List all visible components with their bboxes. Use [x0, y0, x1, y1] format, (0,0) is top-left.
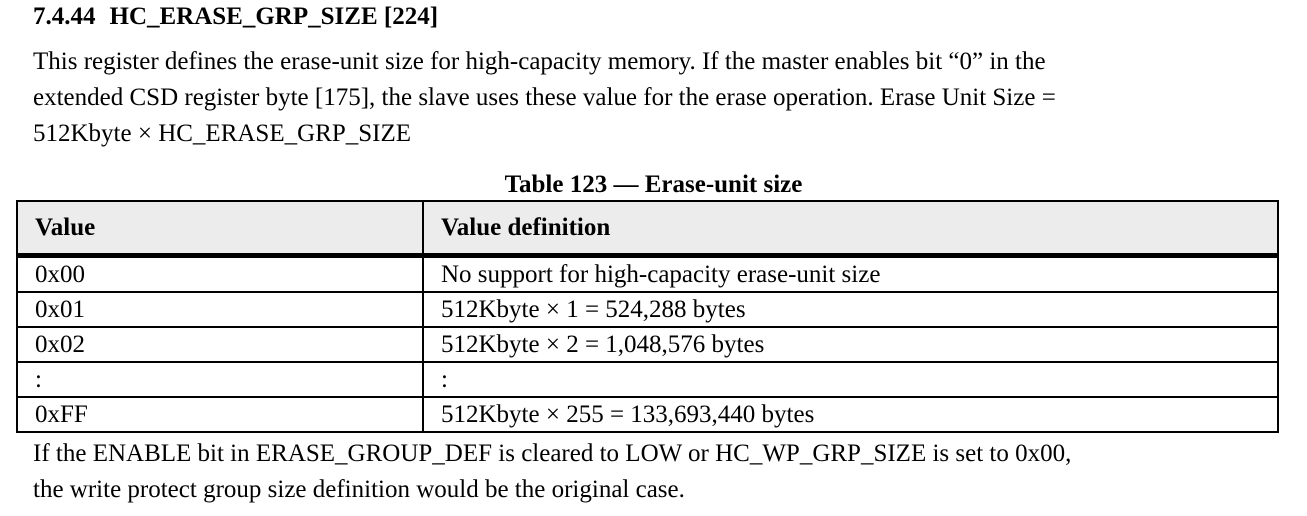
- value-cell: :: [16, 361, 424, 398]
- footer-line: the write protect group size definition …: [33, 476, 685, 503]
- erase-unit-size-table: Value Value definition 0x00 No support f…: [16, 200, 1279, 433]
- definition-cell: 512Kbyte × 2 = 1,048,576 bytes: [422, 326, 1279, 363]
- value-cell: 0x01: [16, 291, 424, 328]
- intro-line: This register defines the erase-unit siz…: [33, 48, 1046, 75]
- intro-line: extended CSD register byte [175], the sl…: [33, 84, 1056, 111]
- value-cell: 0x02: [16, 326, 424, 363]
- footer-paragraph: If the ENABLE bit in ERASE_GROUP_DEF is …: [33, 436, 1293, 508]
- definition-cell: 512Kbyte × 1 = 524,288 bytes: [422, 291, 1279, 328]
- table-row: 0x00 No support for high-capacity erase-…: [16, 254, 1279, 293]
- footer-line: If the ENABLE bit in ERASE_GROUP_DEF is …: [33, 440, 1072, 467]
- table-row: 0x01 512Kbyte × 1 = 524,288 bytes: [16, 291, 1279, 328]
- section-title: HC_ERASE_GRP_SIZE [224]: [109, 3, 439, 30]
- value-cell: 0x00: [16, 254, 424, 293]
- definition-cell: 512Kbyte × 255 = 133,693,440 bytes: [422, 396, 1279, 433]
- section-heading: 7.4.44 HC_ERASE_GRP_SIZE [224]: [33, 2, 438, 32]
- definition-cell: No support for high-capacity erase-unit …: [422, 254, 1279, 293]
- column-header-value-definition: Value definition: [422, 200, 1279, 258]
- table-caption: Table 123 — Erase-unit size: [504, 171, 803, 198]
- intro-line: 512Kbyte × HC_ERASE_GRP_SIZE: [33, 120, 412, 147]
- table-header-row: Value Value definition: [16, 200, 1279, 258]
- intro-paragraph: This register defines the erase-unit siz…: [33, 44, 1283, 152]
- table-row: : :: [16, 361, 1279, 398]
- table-row: 0x02 512Kbyte × 2 = 1,048,576 bytes: [16, 326, 1279, 363]
- value-cell: 0xFF: [16, 396, 424, 433]
- table-row: 0xFF 512Kbyte × 255 = 133,693,440 bytes: [16, 396, 1279, 433]
- definition-cell: :: [422, 361, 1279, 398]
- column-header-value: Value: [16, 200, 424, 258]
- section-number: 7.4.44: [33, 3, 96, 30]
